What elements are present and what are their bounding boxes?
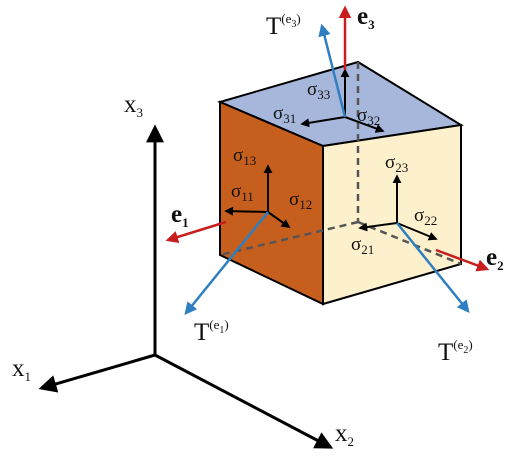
traction-e2-arrow [396,222,470,313]
sigma-12-arrow [267,211,291,229]
x1-axis-label: x1 [12,355,31,384]
sigma-31-arrow [300,116,346,128]
right-face-stresses [358,174,438,241]
basis-e2-arrow [435,248,490,272]
traction-e1-label: T(e1) [194,317,229,346]
traction-e1-arrow [184,211,269,315]
sigma-21-label: σ21 [351,234,374,257]
e3-label: e3 [357,3,375,32]
x2-axis-label: x2 [335,420,354,449]
traction-vectors [184,23,470,315]
hidden-edge-right [357,220,462,266]
sigma-11-label: σ11 [231,181,254,204]
e2-label: e2 [486,244,504,273]
sigma-32-label: σ32 [357,105,380,128]
traction-e2-label: T(e2) [438,337,473,366]
basis-vectors [165,5,490,272]
traction-e3-arrow [318,23,347,118]
sigma-12-label: σ12 [289,189,312,212]
e1-label: e1 [171,201,189,230]
sigma-22-label: σ22 [414,205,437,228]
top-face-stresses [300,68,385,133]
left-face-stresses [224,164,291,229]
sigma-32-arrow [344,116,385,133]
sigma-11-arrow [224,206,269,216]
coordinate-axes [38,124,334,449]
x3-axis-label: x3 [124,91,143,120]
basis-e1-arrow [165,220,227,244]
x1-axis [38,353,156,393]
sigma-33-label: σ33 [307,79,330,102]
traction-e3-label: T(e3) [266,11,301,40]
sigma-31-label: σ31 [273,103,296,126]
sigma-21-arrow [358,222,398,232]
sigma-22-arrow [396,222,438,241]
sigma-23-label: σ23 [385,152,408,175]
sigma-13-label: σ13 [233,145,256,168]
x2-axis [154,353,334,449]
